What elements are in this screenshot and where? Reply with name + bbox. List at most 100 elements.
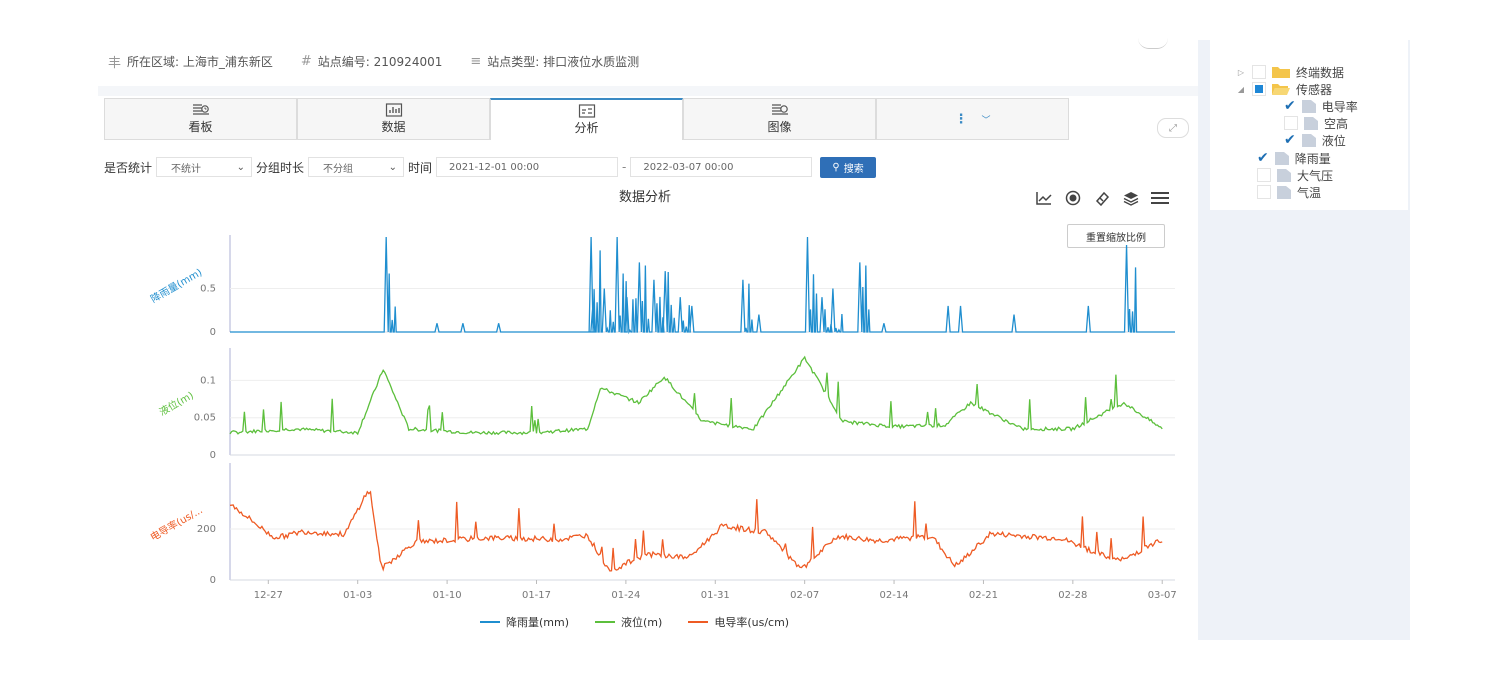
folder-icon [1272,67,1290,78]
tree-label: 大气压 [1297,168,1334,183]
region-text: 所在区域: 上海市_浦东新区 [127,54,273,69]
search-button-label: 搜索 [843,163,864,175]
start-time-value: 2021-12-01 00:00 [449,161,540,173]
stat-label: 是否统计 [104,160,153,175]
tree-checkbox[interactable] [1257,168,1271,182]
x-tick-label: 02-28 [1058,590,1087,601]
chart-title: 数据分析 [618,190,671,205]
y-tick-label: 0 [210,575,216,586]
data-icon [385,103,402,117]
time-separator: - [622,160,627,174]
legend-item-cond[interactable]: 电导率(us/cm) [688,614,789,630]
y-tick-label: 0 [210,327,216,338]
stat-select[interactable]: 不统计 ⌄ [156,157,253,177]
chevron-down-icon: ﹀ [981,115,991,126]
tab-dashboard[interactable]: 看板 [104,98,297,140]
y-tick-label: 0 [210,450,216,461]
expand-arrow-icon[interactable]: ▷ [1237,67,1245,77]
file-icon [1274,151,1289,165]
tree-item-headspace[interactable]: 空高 [1284,115,1348,131]
tree-label: 液位 [1321,133,1346,148]
series-line-rain [230,236,1175,335]
group-select[interactable]: 不分组 ⌄ [308,157,405,177]
x-tick-label: 01-03 [343,590,372,601]
region-icon: 丰 [108,55,122,71]
line-chart-icon[interactable] [1035,190,1053,206]
target-icon[interactable] [1064,190,1082,206]
tree-checkbox[interactable] [1257,185,1271,199]
file-icon [1304,116,1318,130]
start-time-input[interactable]: 2021-12-01 00:00 [436,157,619,177]
station-type-text: 站点类型: 排口液位水质监测 [487,54,640,69]
y-tick-label: 200 [197,524,216,535]
checkmark-icon[interactable]: ✔ [1284,98,1296,114]
end-time-value: 2022-03-07 00:00 [643,161,734,173]
file-icon [1301,99,1316,113]
legend-label-cond: 电导率(us/cm) [714,616,790,629]
tab-analysis-label: 分析 [574,121,599,135]
legend-swatch-level [595,621,616,623]
tree-item-sensors[interactable]: ◢ 传感器 [1236,81,1332,97]
legend-swatch-rain [480,621,500,623]
tab-analysis[interactable]: 分析 [490,98,683,140]
station-no-info: # 站点编号: 210924001 [301,53,442,70]
layers-icon[interactable] [1122,190,1140,206]
tree-checkbox[interactable] [1284,116,1298,130]
collapse-arrow-icon[interactable]: ◢ [1237,84,1245,94]
folder-open-icon [1272,84,1290,95]
tree-label: 降雨量 [1294,151,1331,166]
tab-data-label: 数据 [381,120,406,134]
search-button[interactable]: ⚲ 搜索 [820,156,876,178]
group-select-value: 不分组 [323,163,354,175]
search-icon: ⚲ [832,161,840,173]
station-type-info: ≡ 站点类型: 排口液位水质监测 [470,53,639,70]
checkmark-icon[interactable]: ✔ [1257,150,1269,166]
menu-icon[interactable] [1151,190,1169,206]
file-icon [1277,185,1291,199]
series-line-level [229,355,1163,436]
more-icon: ⋮ [954,111,968,127]
fullscreen-button[interactable]: ⤢ [1157,118,1189,138]
x-tick-label: 01-17 [522,590,551,601]
file-icon [1277,168,1291,182]
filter-bar: 是否统计 不统计 ⌄ 分组时长 不分组 ⌄ 时间 2021-12-01 00:0… [104,156,876,178]
end-time-input[interactable]: 2022-03-07 00:00 [630,157,813,177]
tree-item-pressure[interactable]: 大气压 [1257,167,1333,183]
tree-item-rainfall[interactable]: ✔ 降雨量 [1257,150,1331,166]
tree-checkbox[interactable] [1252,65,1266,79]
tree-label: 气温 [1297,185,1322,200]
tree-label: 传感器 [1296,82,1333,97]
dashboard-icon [192,104,209,115]
chart-legend: 降雨量(mm) 液位(m) 电导率(us/cm) [480,614,789,630]
tree-item-level[interactable]: ✔ 液位 [1284,132,1346,148]
tree-label: 终端数据 [1296,65,1345,80]
legend-label-level: 液位(m) [621,616,663,629]
view-tabs: 看板 数据 分析 图像 ⋮ ﹀ [104,98,1069,140]
analysis-chart: 00.5降雨量(mm)00.050.1液位(m)0200电导率(us/...12… [148,235,1177,601]
tab-image-label: 图像 [767,120,792,134]
reset-zoom-button[interactable]: 重置缩放比例 [1067,224,1165,248]
series-line-cond [229,490,1163,572]
y-axis-title-level: 液位(m) [157,388,196,418]
tree-item-temperature[interactable]: 气温 [1257,184,1321,200]
y-tick-label: 0.5 [200,284,216,295]
tree-item-terminal-data[interactable]: ▷ 终端数据 [1236,64,1344,80]
tab-data[interactable]: 数据 [297,98,490,140]
file-icon [1301,133,1316,147]
tree-item-conductivity[interactable]: ✔ 电导率 [1284,98,1358,114]
tab-more[interactable]: ⋮ ﹀ [876,98,1069,140]
tree-checkbox[interactable] [1252,82,1266,96]
x-tick-label: 02-14 [880,590,909,601]
legend-item-level[interactable]: 液位(m) [595,614,662,630]
tab-image[interactable]: 图像 [683,98,876,140]
checkmark-icon[interactable]: ✔ [1284,132,1296,148]
sensor-tree: ▷ 终端数据 ◢ 传感器 ✔ 电导率 空高 ✔ 液位 ✔ 降雨量 大气压 气温 [1210,40,1408,210]
analysis-icon [578,104,595,118]
legend-item-rain[interactable]: 降雨量(mm) [480,614,569,630]
eraser-icon[interactable] [1093,190,1111,206]
settings-icon[interactable] [1138,38,1168,49]
tree-label: 电导率 [1321,99,1358,114]
region-info: 丰 所在区域: 上海市_浦东新区 [108,52,273,71]
station-no-text: 站点编号: 210924001 [317,54,443,69]
divider-band [98,86,1198,96]
